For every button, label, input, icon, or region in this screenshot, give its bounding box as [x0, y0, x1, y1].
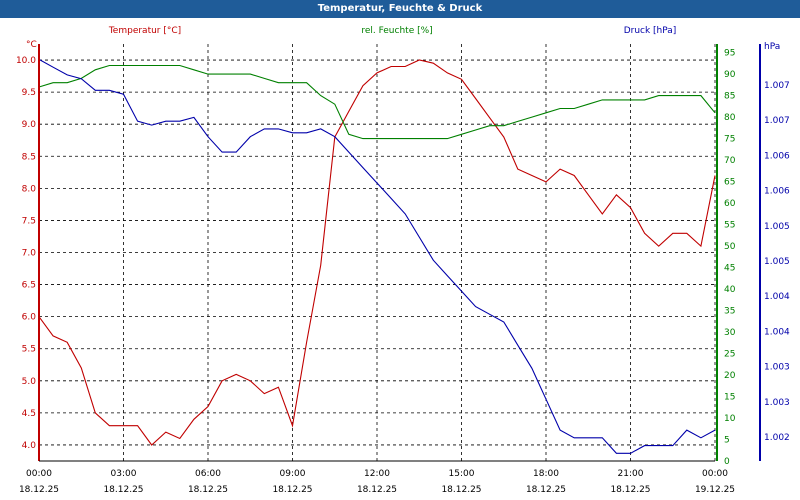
pressure-tick-label: 1.007: [764, 81, 790, 91]
x-tick-date-label: 18.12.25: [188, 485, 228, 495]
humidity-tick-label: 45: [724, 264, 735, 274]
series-line-humidity: [38, 64, 716, 140]
x-tick-time-label: 21:00: [618, 469, 644, 479]
temperature-tick-label: 6.5: [22, 281, 36, 291]
humidity-tick-label: 95: [724, 49, 735, 59]
temperature-tick-label: 4.5: [22, 409, 36, 419]
temperature-tick-label: 10.0: [16, 56, 36, 66]
humidity-tick-label: 75: [724, 135, 735, 145]
x-tick-date-label: 19.12.25: [695, 485, 735, 495]
humidity-tick-label: 35: [724, 307, 735, 317]
humidity-tick-label: 80: [724, 113, 736, 123]
humidity-tick-label: 15: [724, 393, 735, 403]
temperature-tick-label: 9.5: [22, 88, 36, 98]
x-tick-time-label: 15:00: [449, 469, 475, 479]
humidity-tick-label: 90: [724, 70, 736, 80]
pressure-tick-label: 1.003: [764, 363, 790, 373]
x-tick-time-label: 06:00: [195, 469, 221, 479]
temperature-tick-label: 4.0: [22, 441, 37, 451]
temperature-tick-label: 8.5: [22, 152, 36, 162]
x-tick-date-label: 18.12.25: [103, 485, 143, 495]
humidity-tick-label: 20: [724, 371, 736, 381]
pressure-tick-label: 1.005: [764, 222, 790, 232]
pressure-tick-label: 1.004: [764, 327, 790, 337]
humidity-tick-label: 40: [724, 285, 736, 295]
x-tick-time-label: 18:00: [533, 469, 559, 479]
x-tick-time-label: 00:00: [26, 469, 52, 479]
x-tick-time-label: 00:00: [702, 469, 728, 479]
chart-title: Temperatur, Feuchte & Druck: [0, 0, 800, 18]
pressure-tick-label: 1.005: [764, 257, 790, 267]
temperature-tick-label: 6.0: [22, 313, 37, 323]
temperature-tick-label: 7.5: [22, 216, 36, 226]
series-line-pressure: [38, 58, 716, 454]
humidity-tick-label: 10: [724, 414, 736, 424]
temperature-tick-label: 7.0: [22, 249, 37, 259]
legend-label-humidity: rel. Feuchte [%]: [361, 26, 432, 36]
temperature-tick-label: 8.0: [22, 184, 37, 194]
temperature-tick-label: 9.0: [22, 120, 37, 130]
humidity-tick-label: 85: [724, 92, 735, 102]
pressure-tick-label: 1.002: [764, 433, 790, 443]
temperature-tick-label: 5.0: [22, 377, 37, 387]
humidity-tick-label: 65: [724, 178, 735, 188]
temperature-unit-label: °C: [26, 40, 37, 50]
legend-label-temperature: Temperatur [°C]: [108, 26, 181, 36]
pressure-tick-label: 1.007: [764, 116, 790, 126]
x-tick-date-label: 18.12.25: [272, 485, 312, 495]
pressure-unit-label: hPa: [764, 42, 780, 52]
humidity-tick-label: 60: [724, 199, 736, 209]
legend-label-pressure: Druck [hPa]: [624, 26, 677, 36]
x-tick-date-label: 18.12.25: [610, 485, 650, 495]
pressure-tick-label: 1.006: [764, 151, 790, 161]
x-tick-time-label: 03:00: [111, 469, 137, 479]
pressure-tick-label: 1.004: [764, 292, 790, 302]
humidity-tick-label: 5: [724, 436, 730, 446]
humidity-tick-label: 55: [724, 221, 735, 231]
x-tick-time-label: 12:00: [364, 469, 390, 479]
x-tick-date-label: 18.12.25: [19, 485, 59, 495]
humidity-tick-label: 30: [724, 328, 736, 338]
x-tick-date-label: 18.12.25: [526, 485, 566, 495]
pressure-tick-label: 1.006: [764, 187, 790, 197]
x-tick-date-label: 18.12.25: [357, 485, 397, 495]
x-tick-date-label: 18.12.25: [441, 485, 481, 495]
series-line-temperature: [38, 59, 716, 446]
humidity-tick-label: 0: [724, 457, 730, 467]
humidity-tick-label: 50: [724, 242, 736, 252]
x-tick-time-label: 09:00: [280, 469, 306, 479]
humidity-tick-label: 70: [724, 156, 736, 166]
pressure-tick-label: 1.003: [764, 398, 790, 408]
temperature-tick-label: 5.5: [22, 345, 36, 355]
humidity-tick-label: 25: [724, 350, 735, 360]
